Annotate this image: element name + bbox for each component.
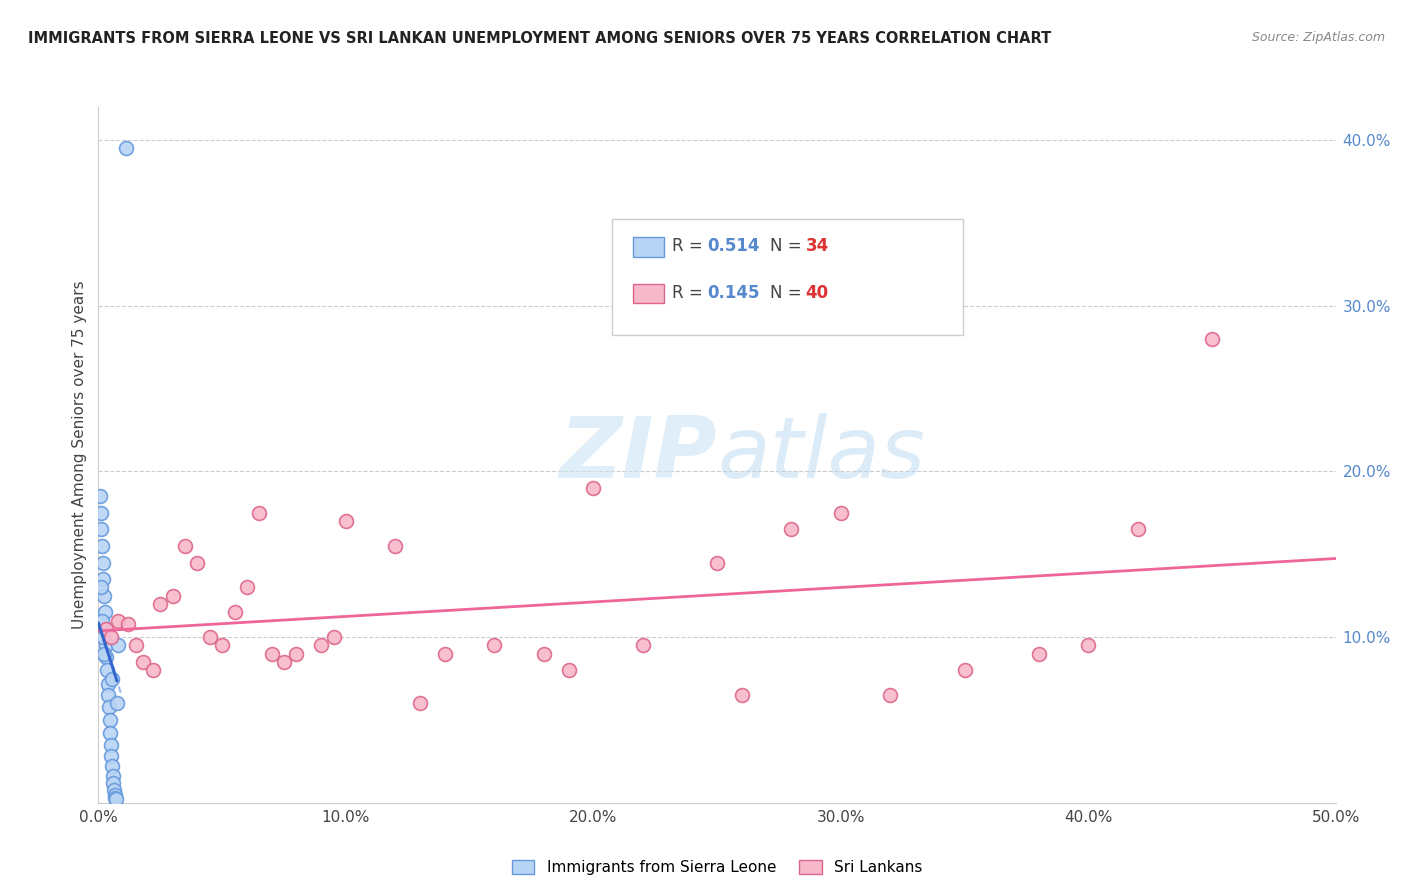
Point xyxy=(484,639,506,653)
Y-axis label: Unemployment Among Seniors over 75 years: Unemployment Among Seniors over 75 years xyxy=(72,281,87,629)
Point xyxy=(879,688,901,702)
Point xyxy=(93,589,115,603)
Point xyxy=(107,639,129,653)
Point xyxy=(100,630,122,644)
Point xyxy=(94,639,117,653)
Legend: Immigrants from Sierra Leone, Sri Lankans: Immigrants from Sierra Leone, Sri Lankan… xyxy=(512,860,922,875)
Text: 34: 34 xyxy=(806,237,830,255)
Point xyxy=(105,697,128,711)
Text: 0.514: 0.514 xyxy=(707,237,759,255)
Point xyxy=(309,639,332,653)
Point xyxy=(132,655,155,669)
Point xyxy=(96,650,118,665)
Text: N =: N = xyxy=(770,237,807,255)
Point xyxy=(162,589,184,603)
Point xyxy=(322,630,344,644)
Point xyxy=(149,597,172,611)
Point xyxy=(90,523,112,537)
Point xyxy=(706,556,728,570)
Point xyxy=(1077,639,1099,653)
Point xyxy=(100,749,122,764)
Point xyxy=(198,630,221,644)
Text: N =: N = xyxy=(770,284,807,301)
Text: IMMIGRANTS FROM SIERRA LEONE VS SRI LANKAN UNEMPLOYMENT AMONG SENIORS OVER 75 YE: IMMIGRANTS FROM SIERRA LEONE VS SRI LANK… xyxy=(28,31,1052,46)
Point xyxy=(174,539,197,553)
Point xyxy=(104,792,127,806)
Point xyxy=(114,141,136,155)
Point xyxy=(1028,647,1050,661)
Point xyxy=(557,663,579,677)
Point xyxy=(97,676,120,690)
Point xyxy=(90,506,112,520)
Point xyxy=(384,539,406,553)
Point xyxy=(101,672,124,686)
Point xyxy=(335,514,357,528)
Point xyxy=(247,506,270,520)
Point xyxy=(953,663,976,677)
Point xyxy=(91,630,114,644)
Point xyxy=(124,639,146,653)
Point xyxy=(260,647,283,661)
Point xyxy=(93,605,115,619)
Point xyxy=(93,647,115,661)
Point xyxy=(533,647,555,661)
Point xyxy=(97,688,120,702)
Text: 40: 40 xyxy=(806,284,828,301)
Point xyxy=(780,523,803,537)
Point xyxy=(211,639,233,653)
Point xyxy=(117,616,139,631)
Point xyxy=(103,782,125,797)
Point xyxy=(285,647,308,661)
Point xyxy=(90,581,112,595)
Point xyxy=(107,614,129,628)
Point xyxy=(89,489,111,503)
Text: 0.145: 0.145 xyxy=(707,284,759,301)
Text: atlas: atlas xyxy=(717,413,925,497)
Point xyxy=(96,663,118,677)
Text: ZIP: ZIP xyxy=(560,413,717,497)
Point xyxy=(224,605,246,619)
Point xyxy=(409,697,432,711)
Point xyxy=(101,759,124,773)
Point xyxy=(100,738,122,752)
Point xyxy=(98,713,121,727)
Point xyxy=(91,556,114,570)
Text: R =: R = xyxy=(672,237,709,255)
Point xyxy=(731,688,754,702)
Point xyxy=(98,726,121,740)
Point xyxy=(631,639,654,653)
Point xyxy=(142,663,165,677)
Point xyxy=(273,655,295,669)
Text: Source: ZipAtlas.com: Source: ZipAtlas.com xyxy=(1251,31,1385,45)
Point xyxy=(103,776,125,790)
Text: R =: R = xyxy=(672,284,709,301)
Point xyxy=(433,647,456,661)
Point xyxy=(186,556,208,570)
Point xyxy=(830,506,852,520)
Point xyxy=(582,481,605,495)
Point xyxy=(1201,332,1223,346)
Point xyxy=(1126,523,1149,537)
Point xyxy=(103,788,125,802)
Point xyxy=(97,699,120,714)
Point xyxy=(93,572,115,586)
Point xyxy=(236,581,259,595)
Point xyxy=(94,622,117,636)
Point xyxy=(101,769,124,783)
Point xyxy=(90,614,112,628)
Point xyxy=(91,539,114,553)
Point xyxy=(104,790,127,805)
Point xyxy=(94,622,117,636)
